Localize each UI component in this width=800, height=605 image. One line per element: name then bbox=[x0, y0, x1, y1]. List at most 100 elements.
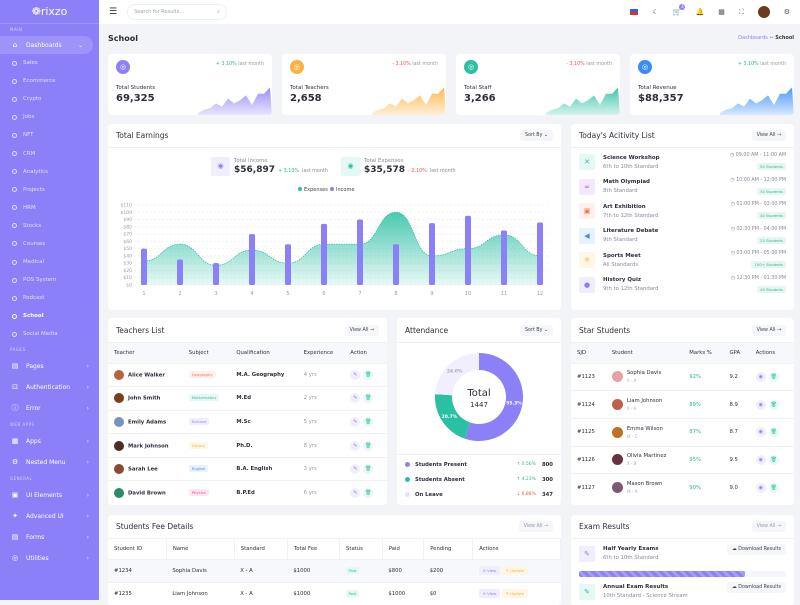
delete-icon[interactable]: 🗑 bbox=[768, 427, 779, 438]
income-bar[interactable] bbox=[501, 230, 507, 285]
sidebar-subitem-courses[interactable]: Courses bbox=[0, 235, 99, 253]
sidebar-item-dashboards[interactable]: ⌂ Dashboards ⌄ bbox=[0, 36, 93, 54]
eye-icon[interactable]: ◉ bbox=[755, 482, 766, 493]
legend-label[interactable]: Expenses bbox=[304, 187, 328, 193]
section-label: PAGES bbox=[0, 344, 99, 356]
flag-icon[interactable] bbox=[630, 9, 639, 15]
sidebar-subitem-podcast[interactable]: Podcast bbox=[0, 289, 99, 307]
delete-icon[interactable]: 🗑 bbox=[363, 464, 374, 475]
sidebar-item-authentication[interactable]: ⊡ Authentication › bbox=[0, 377, 99, 398]
student-count-badge: 40 Students bbox=[757, 212, 786, 219]
menu-toggle-icon[interactable]: ☰ bbox=[109, 7, 118, 17]
download-results-button[interactable]: ☁ Download Results bbox=[726, 582, 786, 593]
delete-icon[interactable]: 🗑 bbox=[363, 488, 374, 499]
sidebar-subitem-school[interactable]: School bbox=[0, 307, 99, 325]
income-bar[interactable] bbox=[177, 259, 183, 285]
sort-by-button[interactable]: Sort By ⌄ bbox=[519, 324, 553, 336]
sidebar-item-pages[interactable]: ▤ Pages › bbox=[0, 356, 99, 377]
legend-label[interactable]: Income bbox=[336, 187, 354, 193]
delete-icon[interactable]: 🗑 bbox=[768, 482, 779, 493]
view-all-button[interactable]: View All → bbox=[344, 324, 379, 336]
income-bar[interactable] bbox=[141, 248, 147, 285]
delete-icon[interactable]: 🗑 bbox=[363, 416, 374, 427]
income-bar[interactable] bbox=[393, 244, 399, 285]
apps-icon[interactable]: ▦ bbox=[718, 8, 725, 16]
sidebar-subitem-stocks[interactable]: Stocks bbox=[0, 217, 99, 235]
moon-icon[interactable]: ☾ bbox=[652, 8, 659, 16]
sidebar-subitem-sales[interactable]: Sales bbox=[0, 54, 99, 72]
activity-item[interactable]: ▣ Art Exhibition 7th to 12th Standard ◷ 0… bbox=[571, 199, 794, 224]
activity-item[interactable]: ● History Quiz 9th to 12th Standard ◷ 12:… bbox=[571, 273, 794, 298]
edit-icon[interactable]: ✎ bbox=[350, 464, 361, 475]
sidebar-item-apps[interactable]: ▦ Apps › bbox=[0, 431, 99, 452]
view-button[interactable]: ⊙ View bbox=[478, 565, 501, 575]
settings-icon[interactable]: ⚙ bbox=[783, 8, 790, 16]
sidebar-subitem-jobs[interactable]: Jobs bbox=[0, 108, 99, 126]
eye-icon[interactable]: ◉ bbox=[755, 399, 766, 410]
logo[interactable]: ❁ rixzo bbox=[0, 0, 99, 24]
donut-slice[interactable] bbox=[435, 394, 471, 439]
activity-item[interactable]: ∞ Math Olympiad 8th Standard ◷ 10:00 AM -… bbox=[571, 175, 794, 200]
sidebar-subitem-projects[interactable]: Projects bbox=[0, 181, 99, 199]
search-input[interactable]: Search for Results... ⌕ bbox=[127, 4, 228, 20]
sidebar-item-advanced-ui[interactable]: ✦ Advanced UI › bbox=[0, 506, 99, 527]
view-button[interactable]: ⊙ View bbox=[478, 588, 501, 598]
fullscreen-icon[interactable]: ⛶ bbox=[738, 7, 744, 16]
activity-item[interactable]: ✯ Sports Meet All Standards ◷ 03:00 PM - … bbox=[571, 248, 794, 273]
edit-icon[interactable]: ✎ bbox=[350, 488, 361, 499]
donut-slice[interactable] bbox=[435, 353, 479, 396]
income-bar[interactable] bbox=[285, 244, 291, 285]
eye-icon[interactable]: ◉ bbox=[755, 427, 766, 438]
edit-icon[interactable]: ✎ bbox=[350, 416, 361, 427]
view-all-button[interactable]: View All → bbox=[751, 521, 786, 532]
card-title: Star Students bbox=[579, 325, 631, 335]
delete-icon[interactable]: 🗑 bbox=[363, 369, 374, 380]
sidebar-item-ui-elements[interactable]: ▣ UI Elements › bbox=[0, 485, 99, 506]
sort-by-button[interactable]: Sort By ⌄ bbox=[519, 130, 553, 141]
delete-icon[interactable]: 🗑 bbox=[768, 399, 779, 410]
view-all-button[interactable]: View All → bbox=[518, 521, 553, 532]
view-all-button[interactable]: View All → bbox=[751, 130, 786, 141]
eye-icon[interactable]: ◉ bbox=[755, 454, 766, 465]
sidebar-subitem-nft[interactable]: NFT bbox=[0, 126, 99, 144]
delete-icon[interactable]: 🗑 bbox=[363, 440, 374, 451]
download-results-button[interactable]: ☁ Download Results bbox=[726, 544, 786, 555]
sidebar-subitem-analytics[interactable]: Analytics bbox=[0, 163, 99, 181]
sidebar-subitem-medical[interactable]: Medical bbox=[0, 253, 99, 271]
search-icon[interactable]: ⌕ bbox=[217, 9, 221, 15]
sidebar-item-error[interactable]: ⓘ Error › bbox=[0, 398, 99, 419]
activity-item[interactable]: ◀ Literature Debate 9th Standard ◷ 02:30 … bbox=[571, 224, 794, 249]
income-bar[interactable] bbox=[357, 219, 363, 285]
sidebar-subitem-crm[interactable]: CRM bbox=[0, 144, 99, 162]
income-bar[interactable] bbox=[537, 222, 543, 285]
sidebar-subitem-social-media[interactable]: Social Media bbox=[0, 325, 99, 343]
sidebar-subitem-crypto[interactable]: Crypto bbox=[0, 90, 99, 108]
income-bar[interactable] bbox=[249, 234, 255, 285]
sidebar-item-forms[interactable]: ▤ Forms › bbox=[0, 527, 99, 548]
edit-icon[interactable]: ✎ bbox=[350, 440, 361, 451]
edit-icon[interactable]: ✎ bbox=[350, 369, 361, 380]
activity-item[interactable]: ✕ Science Workshop 6th to 10th Standard ◷… bbox=[571, 150, 794, 175]
donut-slice[interactable] bbox=[464, 353, 523, 441]
bell-icon[interactable]: 🔔 bbox=[695, 8, 705, 16]
delete-icon[interactable]: 🗑 bbox=[363, 393, 374, 404]
eye-icon[interactable]: ◉ bbox=[755, 371, 766, 382]
sidebar-subitem-hrm[interactable]: HRM bbox=[0, 199, 99, 217]
cart-icon[interactable]: 🛒 4 bbox=[672, 4, 686, 16]
sidebar-subitem-pos-system[interactable]: POS System bbox=[0, 271, 99, 289]
income-bar[interactable] bbox=[213, 263, 219, 285]
edit-icon[interactable]: ✎ bbox=[350, 393, 361, 404]
sidebar-subitem-ecommerce[interactable]: Ecommerce bbox=[0, 72, 99, 90]
sidebar-item-utilities[interactable]: ◎ Utilities › bbox=[0, 548, 99, 569]
sidebar-item-nested-menu[interactable]: ⚙ Nested Menu › bbox=[0, 452, 99, 473]
income-bar[interactable] bbox=[465, 215, 471, 285]
income-bar[interactable] bbox=[429, 223, 435, 285]
view-all-button[interactable]: View All → bbox=[751, 324, 786, 336]
gear-icon: ⚙ bbox=[11, 458, 19, 466]
income-bar[interactable] bbox=[321, 223, 327, 285]
avatar[interactable] bbox=[757, 6, 770, 18]
update-button[interactable]: ✎ Update bbox=[501, 565, 528, 575]
update-button[interactable]: ✎ Update bbox=[501, 588, 528, 598]
delete-icon[interactable]: 🗑 bbox=[768, 454, 779, 465]
delete-icon[interactable]: 🗑 bbox=[768, 371, 779, 382]
